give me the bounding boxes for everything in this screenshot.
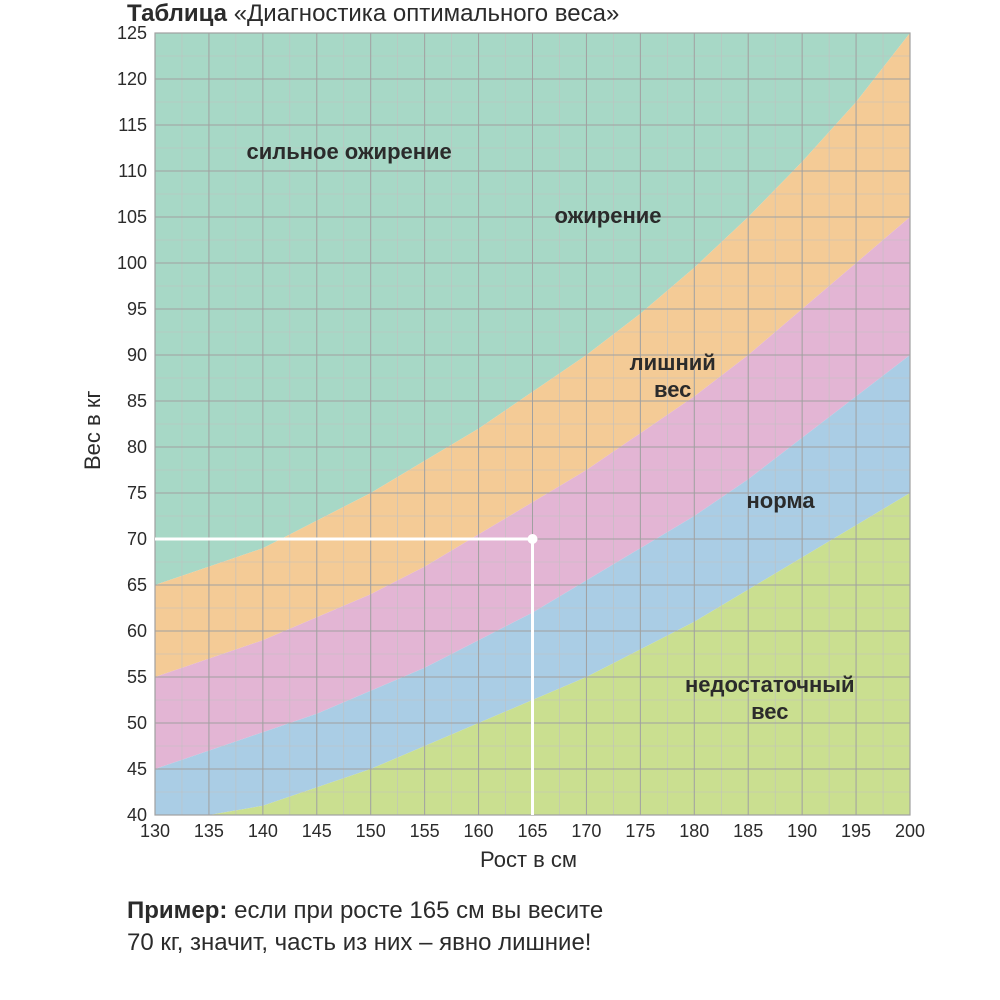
- example-lead: Пример:: [127, 897, 227, 924]
- bmi-chart: [0, 0, 1000, 880]
- y-tick: 55: [107, 667, 147, 688]
- zone-label-obesity: ожирение: [498, 203, 718, 229]
- zone-label-underweight: недостаточныйвес: [660, 672, 880, 725]
- y-tick: 65: [107, 575, 147, 596]
- y-tick: 105: [107, 207, 147, 228]
- x-axis-label: Рост в см: [480, 847, 577, 873]
- x-tick: 180: [674, 821, 714, 842]
- y-tick: 110: [107, 161, 147, 182]
- zone-label-normal: норма: [671, 488, 891, 514]
- y-tick: 120: [107, 69, 147, 90]
- y-tick: 60: [107, 621, 147, 642]
- y-axis-label: Вес в кг: [80, 391, 106, 470]
- y-tick: 45: [107, 759, 147, 780]
- y-tick: 95: [107, 299, 147, 320]
- x-tick: 175: [620, 821, 660, 842]
- example-caption: Пример: если при росте 165 см вы весите7…: [127, 895, 887, 960]
- y-tick: 90: [107, 345, 147, 366]
- y-tick: 80: [107, 437, 147, 458]
- x-tick: 150: [351, 821, 391, 842]
- zone-label-overweight: лишнийвес: [563, 350, 783, 403]
- x-tick: 190: [782, 821, 822, 842]
- y-tick: 70: [107, 529, 147, 550]
- y-tick: 85: [107, 391, 147, 412]
- x-tick: 165: [513, 821, 553, 842]
- x-tick: 170: [566, 821, 606, 842]
- x-tick: 130: [135, 821, 175, 842]
- x-tick: 160: [459, 821, 499, 842]
- x-tick: 135: [189, 821, 229, 842]
- x-tick: 185: [728, 821, 768, 842]
- x-tick: 145: [297, 821, 337, 842]
- y-tick: 50: [107, 713, 147, 734]
- y-tick: 100: [107, 253, 147, 274]
- y-tick: 125: [107, 23, 147, 44]
- x-tick: 140: [243, 821, 283, 842]
- x-tick: 200: [890, 821, 930, 842]
- y-tick: 75: [107, 483, 147, 504]
- x-tick: 155: [405, 821, 445, 842]
- zone-label-severe_obesity: сильное ожирение: [239, 139, 459, 165]
- x-tick: 195: [836, 821, 876, 842]
- y-tick: 115: [107, 115, 147, 136]
